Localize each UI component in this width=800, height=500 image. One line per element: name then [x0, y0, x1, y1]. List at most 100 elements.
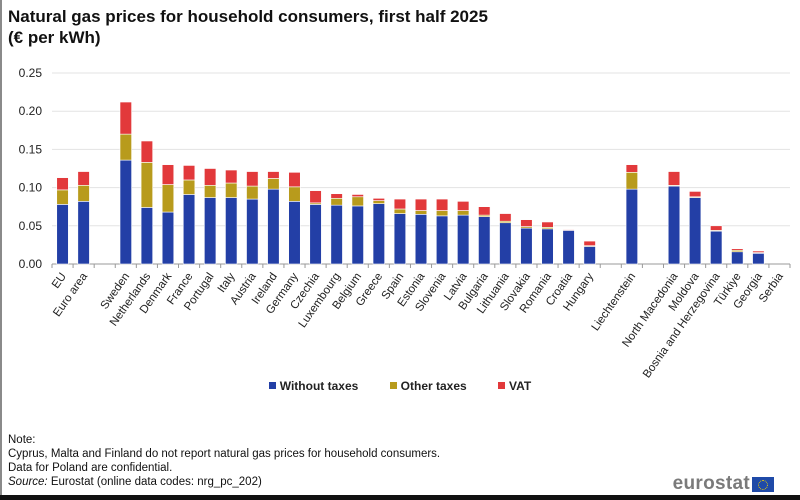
- y-tick-label: 0.10: [19, 181, 43, 195]
- bar-segment-without-taxes: [457, 214, 470, 265]
- bar-segment-without-taxes: [372, 203, 385, 265]
- bar-segment-vat: [499, 213, 512, 222]
- bar-segment-other-taxes: [119, 133, 132, 161]
- bar-segment-other-taxes: [204, 185, 217, 198]
- bar-segment-other-taxes: [625, 172, 638, 190]
- bar-segment-vat: [119, 101, 132, 135]
- bar-segment-without-taxes: [731, 251, 744, 265]
- bar-segment-vat: [667, 171, 681, 186]
- bar-segment-vat: [689, 191, 702, 198]
- bar-segment-vat: [435, 198, 449, 211]
- bar-segment-without-taxes: [330, 204, 343, 265]
- bar-segment-other-taxes: [161, 184, 175, 213]
- legend-swatch-other-taxes: [389, 382, 397, 389]
- chart-title-line1: Natural gas prices for household consume…: [8, 7, 488, 26]
- note-line2: Data for Poland are confidential.: [8, 462, 173, 474]
- notes: Note: Cyprus, Malta and Finland do not r…: [8, 433, 440, 489]
- bar-segment-vat: [309, 190, 322, 204]
- y-tick-label: 0.25: [19, 66, 43, 80]
- bar-segment-other-taxes: [56, 189, 69, 205]
- bar-segment-other-taxes: [330, 197, 343, 206]
- bar-segment-without-taxes: [689, 197, 702, 265]
- eurostat-logo: eurostat: [673, 473, 774, 495]
- y-tick-label: 0.05: [19, 219, 43, 233]
- bar-segment-vat: [731, 248, 744, 251]
- bar-segment-without-taxes: [710, 230, 723, 265]
- bar-segment-without-taxes: [119, 159, 132, 265]
- bar-segment-other-taxes: [267, 178, 280, 190]
- x-tick-label: Liechtenstein: [590, 271, 639, 333]
- bar-segment-vat: [161, 164, 175, 185]
- bar-segment-vat: [225, 169, 238, 184]
- bar-segment-vat: [583, 240, 596, 246]
- bar-segment-without-taxes: [309, 204, 322, 265]
- bar-segment-vat: [520, 219, 533, 227]
- bar-segment-without-taxes: [161, 211, 175, 265]
- bar-segment-other-taxes: [372, 200, 385, 204]
- bar-segment-without-taxes: [520, 227, 533, 265]
- legend-swatch-without-taxes: [268, 382, 276, 389]
- bar-segment-other-taxes: [414, 210, 428, 215]
- note-heading: Note:: [8, 434, 36, 446]
- bar-segment-vat: [478, 206, 491, 216]
- chart-title: Natural gas prices for household consume…: [8, 6, 488, 48]
- y-tick-label: 0.15: [19, 142, 43, 156]
- bar-segment-other-taxes: [351, 196, 364, 207]
- bottom-border: [0, 495, 800, 500]
- bar-segment-vat: [752, 250, 765, 253]
- bar-segment-other-taxes: [393, 208, 407, 214]
- note-line1: Cyprus, Malta and Finland do not report …: [8, 448, 441, 460]
- bar-segment-other-taxes: [182, 179, 196, 195]
- legend-label: Other taxes: [400, 379, 467, 393]
- bar-segment-without-taxes: [414, 214, 428, 265]
- bar-segment-without-taxes: [541, 228, 554, 265]
- y-tick-label: 0.00: [19, 257, 43, 271]
- bar-segment-without-taxes: [583, 246, 596, 265]
- bar-segment-vat: [625, 164, 638, 173]
- bar-segment-other-taxes: [435, 210, 449, 217]
- bar-segment-other-taxes: [225, 182, 238, 198]
- bar-segment-vat: [562, 229, 575, 231]
- bar-segment-without-taxes: [288, 201, 301, 265]
- bar-segment-vat: [56, 177, 69, 191]
- x-tick-label: EU: [50, 271, 69, 291]
- bar-segment-without-taxes: [393, 213, 407, 265]
- bar-segment-without-taxes: [499, 222, 512, 265]
- legend-item-vat: VAT: [498, 379, 531, 393]
- bar-segment-without-taxes: [667, 185, 681, 265]
- y-tick-label: 0.20: [19, 104, 43, 118]
- bar-segment-without-taxes: [225, 197, 238, 265]
- bar-segment-vat: [140, 140, 153, 163]
- bar-segment-vat: [182, 165, 196, 181]
- bar-segment-without-taxes: [77, 201, 90, 265]
- bar-segment-vat: [246, 171, 259, 187]
- bar-segment-other-taxes: [246, 185, 259, 200]
- legend-item-without-taxes: Without taxes: [268, 379, 359, 393]
- bar-segment-vat: [393, 198, 407, 210]
- bar-segment-without-taxes: [204, 197, 217, 265]
- bar-segment-vat: [77, 171, 90, 186]
- bar-segment-vat: [267, 171, 280, 179]
- source-text: Eurostat (online data codes: nrg_pc_202): [47, 476, 262, 488]
- bar-segment-other-taxes: [288, 186, 301, 202]
- bar-segment-vat: [457, 201, 470, 211]
- bar-segment-without-taxes: [246, 198, 259, 265]
- legend-swatch-vat: [498, 382, 506, 389]
- bar-segment-vat: [372, 197, 385, 201]
- bar-segment-without-taxes: [478, 216, 491, 265]
- legend-label: Without taxes: [279, 379, 359, 393]
- bar-segment-vat: [414, 198, 428, 211]
- bar-segment-without-taxes: [625, 188, 638, 265]
- bar-segment-without-taxes: [562, 230, 575, 265]
- chart-title-line2: (€ per kWh): [8, 28, 101, 47]
- bar-segment-other-taxes: [77, 185, 90, 202]
- bar-segment-without-taxes: [752, 253, 765, 265]
- bar-segment-vat: [710, 225, 723, 231]
- legend-label: VAT: [509, 379, 532, 393]
- bar-segment-other-taxes: [457, 210, 470, 216]
- legend: Without taxes Other taxes VAT: [0, 379, 800, 393]
- bar-segment-other-taxes: [140, 162, 153, 208]
- bar-segment-without-taxes: [435, 215, 449, 265]
- bar-segment-vat: [541, 221, 554, 228]
